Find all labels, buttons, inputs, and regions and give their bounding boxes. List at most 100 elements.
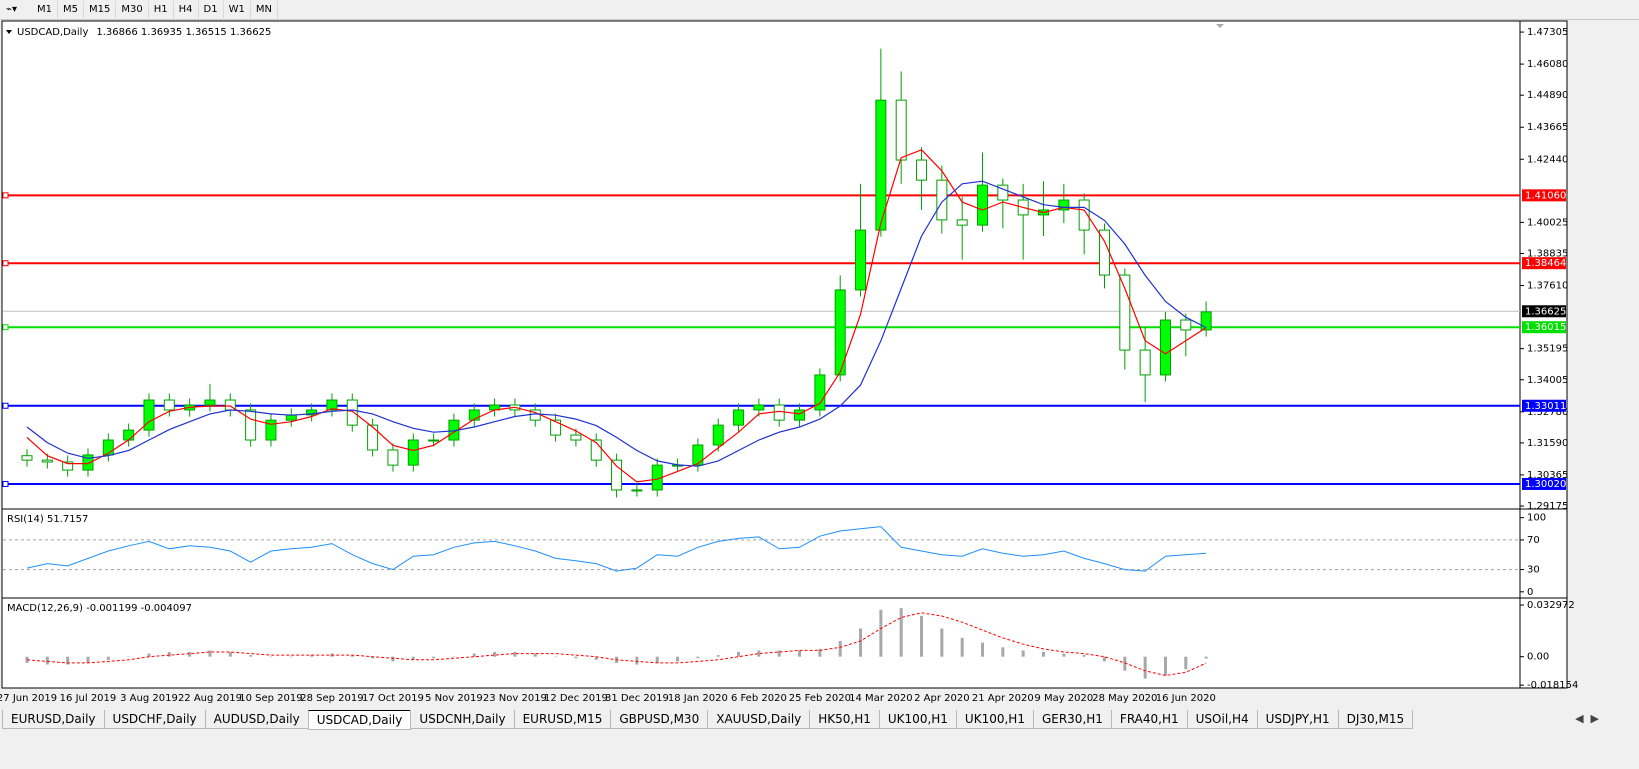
macd-bar: [391, 656, 395, 662]
macd-bar: [1163, 656, 1167, 676]
candle-body: [82, 454, 94, 471]
macd-bar: [289, 656, 293, 658]
level-label-bg: [1522, 321, 1566, 334]
chart-tab[interactable]: GBPUSD,M30: [610, 710, 709, 729]
moving-average: [26, 149, 1207, 483]
timeframe-button[interactable]: H4: [174, 1, 199, 18]
macd-bar: [411, 656, 415, 660]
chart-tab[interactable]: GER30,H1: [1032, 710, 1112, 729]
timeframe-button[interactable]: D1: [199, 1, 224, 18]
chart-frame: [1, 20, 1568, 689]
level-label-bg: [1522, 257, 1566, 270]
candle-body: [102, 439, 114, 456]
x-tick-label: 25 Feb 2020: [789, 693, 851, 704]
macd-bar: [1042, 651, 1045, 657]
y-tick-label: 1.42440: [1527, 154, 1568, 165]
timeframe-button[interactable]: M30: [116, 1, 149, 18]
chart-tab[interactable]: USOil,H4: [1186, 710, 1258, 729]
y-tick-label: 70: [1527, 535, 1540, 546]
level-handle: [2, 324, 9, 331]
y-tick-label: 0: [1527, 587, 1533, 598]
candle-body: [834, 289, 846, 376]
chart-tab[interactable]: EURUSD,Daily: [2, 710, 105, 729]
chart-tab[interactable]: USDJPY,H1: [1256, 710, 1339, 729]
y-tick-label: 1.29175: [1527, 501, 1568, 512]
candle-body: [916, 159, 928, 181]
chart-tab[interactable]: UK100,H1: [878, 710, 957, 729]
chart-tab[interactable]: USDCNH,Daily: [410, 710, 515, 729]
chart-tab[interactable]: USDCAD,Daily: [307, 710, 412, 730]
x-tick-label: 16 Jun 2020: [1156, 693, 1216, 704]
x-tick-label: 27 Jun 2019: [0, 693, 57, 704]
macd-bar: [432, 656, 436, 659]
candle-body: [346, 399, 358, 426]
macd-bar: [1143, 656, 1147, 679]
x-tick-label: 18 Jan 2020: [668, 693, 728, 704]
x-tick-label: 10 Sep 2019: [239, 693, 302, 704]
x-tick-label: 28 Sep 2019: [300, 693, 363, 704]
candle-body: [855, 229, 867, 291]
macd-bar: [269, 656, 273, 658]
chart-tab[interactable]: FRA40,H1: [1110, 710, 1188, 729]
timeframe-button[interactable]: H1: [149, 1, 174, 18]
chart-tab[interactable]: EURUSD,M15: [513, 710, 612, 729]
candle-body: [1119, 274, 1131, 351]
chart-tab[interactable]: DJ30,M15: [1337, 710, 1414, 729]
candle-body: [550, 419, 562, 436]
candle-body: [692, 444, 704, 466]
candle-body: [1139, 349, 1151, 376]
timeframe-button[interactable]: M15: [84, 1, 117, 18]
macd-bar: [554, 656, 558, 658]
y-tick-label: 1.43665: [1527, 122, 1568, 133]
toolbar-icon[interactable]: ⌁▾: [6, 4, 18, 15]
candle-body: [712, 424, 724, 446]
y-tick-label: 1.47305: [1527, 27, 1568, 38]
macd-bar: [818, 648, 822, 657]
timeframe-button[interactable]: M1: [32, 1, 58, 18]
macd-bar: [249, 655, 253, 657]
tab-scroll[interactable]: ◀ ▶: [1575, 712, 1599, 725]
macd-bar: [1102, 656, 1106, 662]
chart-tab[interactable]: HK50,H1: [809, 710, 880, 729]
level-label-bg: [1522, 189, 1566, 202]
quote: 1.36866 1.36935 1.36515 1.36625: [96, 27, 271, 38]
candle-body: [956, 219, 968, 226]
macd-bar: [920, 615, 924, 657]
chart-title: USDCAD,Daily 1.36866 1.36935 1.36515 1.36…: [17, 27, 271, 38]
level-label: 1.33011: [1525, 401, 1566, 412]
moving-average: [26, 180, 1207, 467]
candle-body: [326, 399, 338, 411]
timeframe-button[interactable]: M5: [58, 1, 84, 18]
y-tick-label: 1.35195: [1527, 344, 1568, 355]
macd-bar: [879, 609, 883, 657]
candle-body: [1159, 319, 1171, 376]
candle-body: [733, 409, 745, 426]
macd-bar: [635, 656, 639, 665]
chart-tab[interactable]: UK100,H1: [955, 710, 1034, 729]
timeframe-button[interactable]: MN: [251, 1, 278, 18]
macd-bar: [655, 656, 659, 663]
candle-body: [367, 424, 379, 451]
indicator-line: [26, 526, 1207, 572]
x-tick-label: 16 Jul 2019: [60, 693, 117, 704]
y-tick-label: 1.37610: [1527, 281, 1568, 292]
timeframe-button[interactable]: W1: [224, 1, 251, 18]
chart-tab[interactable]: USDCHF,Daily: [103, 710, 206, 729]
level-label-bg: [1522, 399, 1566, 412]
candle-body: [163, 399, 175, 411]
candle-body: [468, 409, 480, 421]
macd-bar: [574, 656, 578, 659]
toolbar: ⌁▾ M1 M5 M15 M30 H1 H4 D1 W1 MN: [0, 0, 1639, 20]
x-tick-label: 17 Oct 2019: [362, 693, 424, 704]
chart-tab[interactable]: XAUUSD,Daily: [707, 710, 811, 729]
candle-body: [204, 399, 216, 406]
macd-bar: [1082, 655, 1086, 657]
x-tick-label: 23 Nov 2019: [483, 693, 547, 704]
macd-bar: [472, 653, 476, 657]
chart-tab[interactable]: AUDUSD,Daily: [204, 710, 309, 729]
y-tick-label: 30: [1527, 565, 1540, 576]
macd-bar: [757, 650, 761, 657]
macd-bar: [716, 655, 720, 657]
macd-bar: [188, 651, 192, 657]
